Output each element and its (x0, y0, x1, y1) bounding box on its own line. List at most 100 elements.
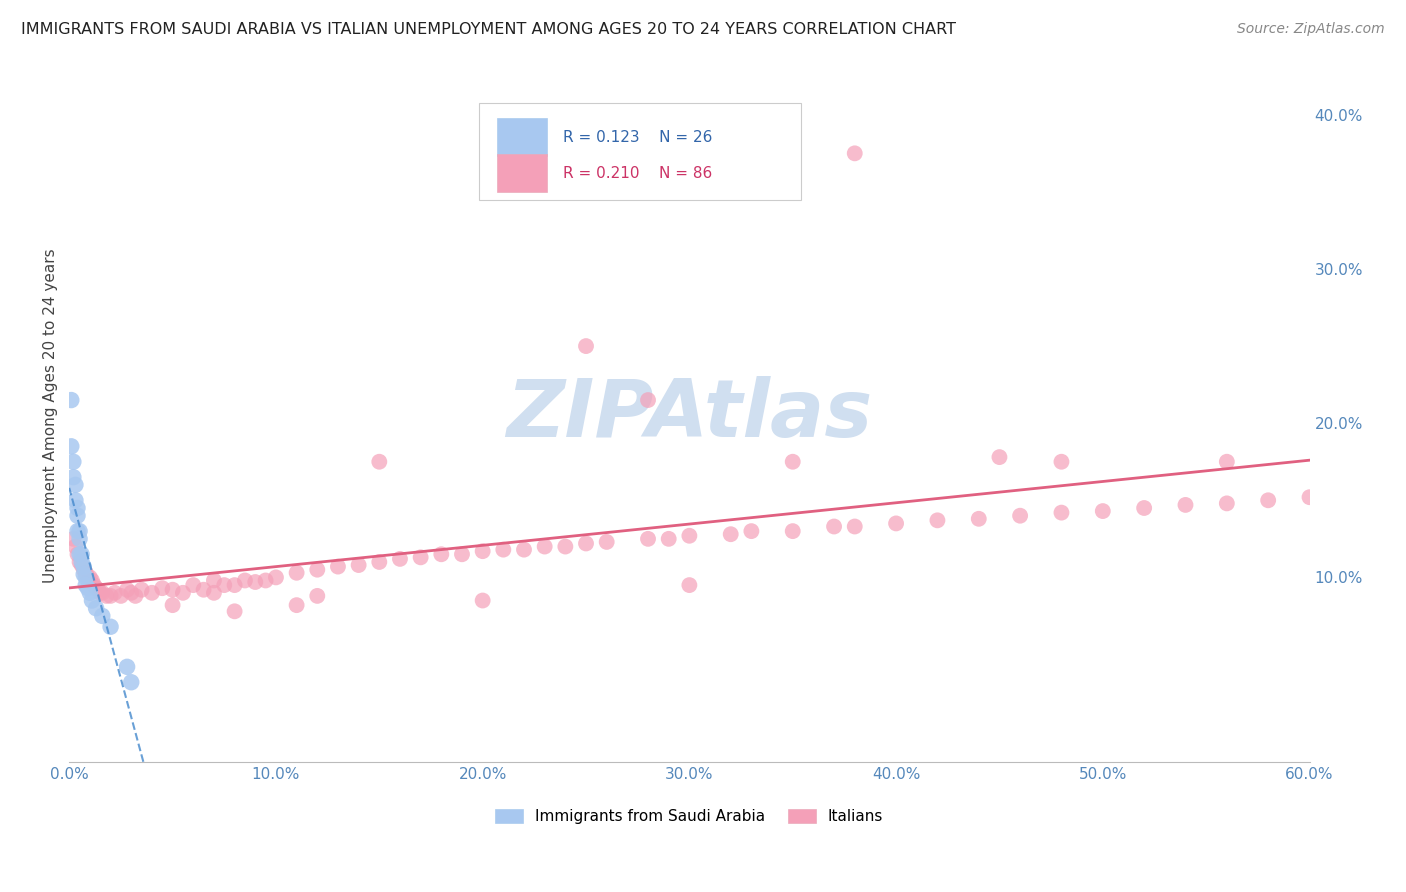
Text: Source: ZipAtlas.com: Source: ZipAtlas.com (1237, 22, 1385, 37)
Point (70, 558, 93, 572)
Point (245, 574, 267, 589)
Point (637, 392, 659, 407)
Point (678, 578, 700, 592)
Point (124, 589, 146, 603)
Text: ZIPAtlas: ZIPAtlas (506, 376, 873, 455)
Point (115, 582, 138, 597)
Point (678, 529, 700, 543)
Point (368, 455, 391, 469)
Point (307, 589, 329, 603)
Point (347, 558, 370, 572)
Point (471, 544, 494, 558)
Point (80, 574, 103, 588)
Point (69, 555, 91, 569)
Point (69, 547, 91, 561)
Point (575, 536, 598, 550)
Point (451, 547, 474, 561)
Point (988, 450, 1011, 464)
Point (84, 581, 107, 595)
Point (100, 620, 122, 634)
Point (193, 582, 215, 597)
Point (84, 601, 107, 615)
Point (533, 540, 555, 554)
Point (264, 570, 287, 584)
Text: IMMIGRANTS FROM SAUDI ARABIA VS ITALIAN UNEMPLOYMENT AMONG AGES 20 TO 24 YEARS C: IMMIGRANTS FROM SAUDI ARABIA VS ITALIAN … (21, 22, 956, 37)
Point (100, 589, 122, 603)
Point (66, 501, 89, 516)
Point (637, 532, 659, 546)
Point (96, 589, 118, 603)
Point (740, 524, 762, 538)
Point (69, 524, 91, 538)
Point (224, 578, 246, 592)
Point (150, 581, 173, 595)
Point (66, 547, 89, 561)
Point (233, 574, 256, 588)
Point (83, 578, 105, 592)
Point (254, 574, 277, 588)
Point (513, 542, 536, 557)
Point (430, 547, 453, 561)
Point (844, 146, 866, 161)
Point (162, 598, 184, 612)
Point (202, 586, 225, 600)
FancyBboxPatch shape (478, 103, 801, 201)
Point (409, 550, 432, 565)
Point (823, 519, 845, 533)
Point (388, 552, 411, 566)
FancyBboxPatch shape (498, 154, 547, 193)
Point (79, 586, 101, 600)
Point (1010, 508, 1032, 523)
Point (844, 519, 866, 533)
Point (1216, 496, 1239, 510)
Point (120, 586, 142, 600)
Point (70, 547, 93, 561)
Point (87, 582, 110, 597)
Point (782, 455, 804, 469)
Point (224, 604, 246, 618)
Point (782, 524, 804, 538)
Point (62, 455, 84, 469)
Point (73, 563, 96, 577)
FancyBboxPatch shape (498, 118, 547, 156)
Point (1298, 490, 1320, 504)
Point (1091, 504, 1114, 518)
Point (66, 524, 89, 538)
Point (65, 540, 87, 554)
Text: R = 0.123    N = 26: R = 0.123 N = 26 (562, 129, 713, 145)
Point (75, 570, 97, 584)
Point (76, 581, 98, 595)
Point (326, 559, 349, 574)
Point (65, 493, 87, 508)
Point (884, 516, 907, 531)
Point (1216, 455, 1239, 469)
Point (658, 532, 681, 546)
Point (131, 582, 153, 597)
Point (65, 478, 87, 492)
Point (73, 559, 96, 574)
Point (202, 574, 225, 588)
Point (285, 566, 308, 580)
Point (1050, 455, 1073, 469)
Point (307, 563, 329, 577)
Point (1257, 493, 1279, 508)
Point (927, 513, 949, 527)
Point (471, 593, 494, 607)
Point (62, 470, 84, 484)
Point (720, 527, 742, 541)
Point (285, 598, 308, 612)
Point (62, 532, 84, 546)
Point (80, 593, 103, 607)
Point (70, 555, 93, 569)
Point (66, 508, 89, 523)
Point (75, 566, 97, 580)
Point (575, 339, 598, 353)
Point (91, 586, 114, 600)
Point (73, 567, 96, 582)
Y-axis label: Unemployment Among Ages 20 to 24 years: Unemployment Among Ages 20 to 24 years (44, 248, 58, 582)
Legend: Immigrants from Saudi Arabia, Italians: Immigrants from Saudi Arabia, Italians (495, 809, 883, 824)
Point (172, 586, 194, 600)
Point (1050, 506, 1073, 520)
Point (60, 392, 83, 407)
Text: R = 0.210    N = 86: R = 0.210 N = 86 (562, 166, 711, 181)
